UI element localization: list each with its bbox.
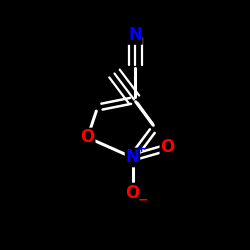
Text: N: N	[126, 148, 140, 166]
Text: +: +	[138, 144, 146, 154]
Text: −: −	[138, 193, 148, 206]
Text: O: O	[126, 184, 140, 202]
Text: N: N	[128, 26, 142, 44]
Text: O: O	[160, 138, 174, 156]
Text: O: O	[80, 128, 94, 146]
